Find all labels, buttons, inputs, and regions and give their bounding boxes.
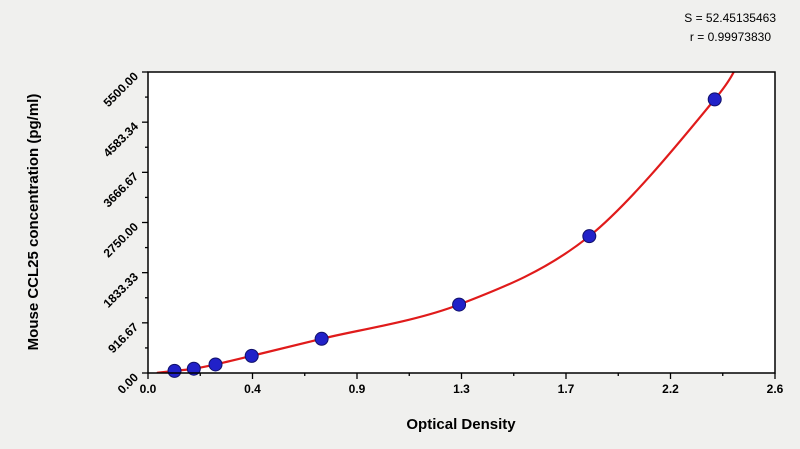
data-point [167,363,182,378]
y-tick-label: 916.67 [105,320,141,356]
x-tick-label: 0.4 [244,382,261,396]
stat-r-annotation: r = 0.99973830 [690,30,771,44]
y-axis-title: Mouse CCL25 concentration (pg/ml) [25,94,42,351]
y-tick-label: 5500.00 [101,69,142,110]
data-point [244,348,259,363]
y-tick-label: 2750.00 [101,220,142,261]
data-point [452,297,467,312]
data-point [208,357,223,372]
x-tick-label: 2.6 [767,382,784,396]
plot-area [148,72,775,373]
y-tick-label: 4583.34 [101,119,142,160]
plot-border [147,71,776,374]
x-tick-label: 1.3 [453,382,470,396]
data-point [582,229,597,244]
x-tick-label: 2.2 [662,382,679,396]
y-tick-label: 1833.33 [101,270,142,311]
y-tick-label: 3666.67 [101,169,142,210]
y-tick-label: 0.00 [115,370,142,397]
x-axis-title: Optical Density [406,416,516,433]
data-point [186,361,201,376]
x-tick-label: 0.0 [140,382,157,396]
stat-s-annotation: S = 52.45135463 [684,11,776,25]
data-point [314,331,329,346]
x-tick-label: 1.7 [558,382,575,396]
data-point [707,92,722,107]
x-tick-label: 0.9 [349,382,366,396]
data-points [167,92,722,378]
